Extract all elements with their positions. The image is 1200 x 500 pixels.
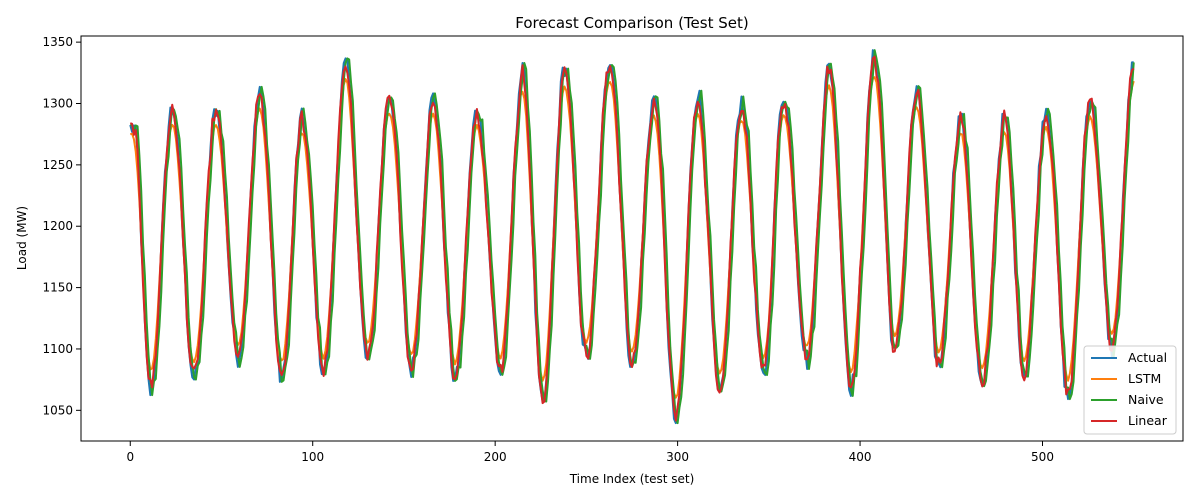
y-tick-label: 1250 [42, 158, 73, 172]
y-tick-label: 1100 [42, 342, 73, 356]
legend-label-linear: Linear [1128, 413, 1168, 428]
y-axis-label: Load (MW) [15, 206, 29, 270]
legend-box [1083, 345, 1177, 435]
x-tick-label: 200 [484, 450, 507, 464]
y-tick-label: 1300 [42, 97, 73, 111]
x-axis-ticks: 0 100 200 300 400 500 [126, 441, 1054, 464]
series-lines [129, 49, 1135, 425]
x-tick-label: 100 [301, 450, 324, 464]
x-axis-label: Time Index (test set) [569, 472, 695, 486]
legend-entry-linear: Linear [1091, 413, 1168, 428]
y-tick-label: 1350 [42, 35, 73, 49]
x-tick-label: 300 [666, 450, 689, 464]
y-tick-label: 1050 [42, 403, 73, 417]
legend-entry-naive: Naive [1091, 392, 1164, 407]
chart-title: Forecast Comparison (Test Set) [515, 14, 748, 32]
x-tick-label: 500 [1031, 450, 1054, 464]
y-axis-ticks: 1050 1100 1150 1200 1250 1300 1350 [42, 35, 81, 417]
x-tick-label: 400 [849, 450, 872, 464]
legend: Actual LSTM Naive Linear [1083, 345, 1177, 435]
legend-label-lstm: LSTM [1128, 371, 1161, 386]
x-tick-label: 0 [126, 450, 134, 464]
legend-label-naive: Naive [1128, 392, 1164, 407]
legend-entry-actual: Actual [1091, 350, 1167, 365]
y-tick-label: 1200 [42, 219, 73, 233]
y-tick-label: 1150 [42, 281, 73, 295]
series-line-lstm [130, 76, 1135, 399]
legend-entry-lstm: LSTM [1091, 371, 1161, 386]
series-line-linear [129, 55, 1135, 422]
legend-label-actual: Actual [1128, 350, 1167, 365]
plot-frame [80, 35, 1184, 442]
